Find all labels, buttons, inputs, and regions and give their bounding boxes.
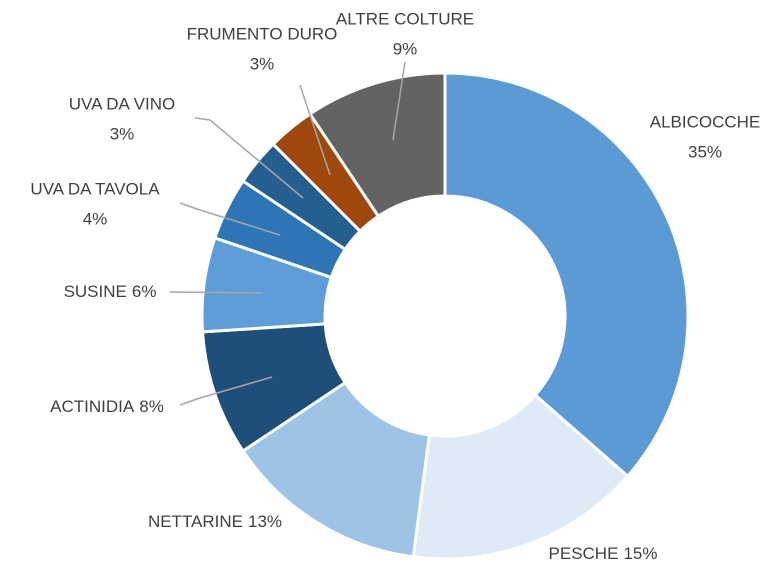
value-label: 9% [393,39,418,58]
value-label: 13% [248,512,282,531]
data-label: PESCHE 15% [549,544,658,563]
value-label: 15% [623,544,657,563]
leader-line [179,376,273,406]
donut-slice [307,71,447,219]
donut-slice [411,393,630,561]
category-label: ACTINIDIA [50,397,135,416]
value-label: 35% [688,142,722,161]
donut-slice [443,71,690,479]
category-label: FRUMENTO DURO [187,24,338,43]
category-label: SUSINE [64,282,127,301]
leader-line [169,291,263,294]
value-label: 4% [83,209,108,228]
category-label: UVA DA TAVOLA [30,179,160,198]
value-label: 3% [250,54,275,73]
category-label: NETTARINE [148,512,243,531]
leader-line [179,202,281,236]
category-label: ALBICOCCHE [650,112,761,131]
data-label: NETTARINE 13% [148,512,282,531]
data-label: ACTINIDIA 8% [50,397,164,416]
category-label: ALTRE COLTURE [336,9,474,28]
value-label: 8% [139,397,164,416]
leader-line [194,117,304,199]
leader-line [299,84,331,176]
value-label: 6% [132,282,157,301]
leader-line [392,61,406,141]
data-label: SUSINE 6% [64,282,157,301]
value-label: 3% [110,124,135,143]
category-label: UVA DA VINO [69,94,175,113]
category-label: PESCHE [549,544,619,563]
